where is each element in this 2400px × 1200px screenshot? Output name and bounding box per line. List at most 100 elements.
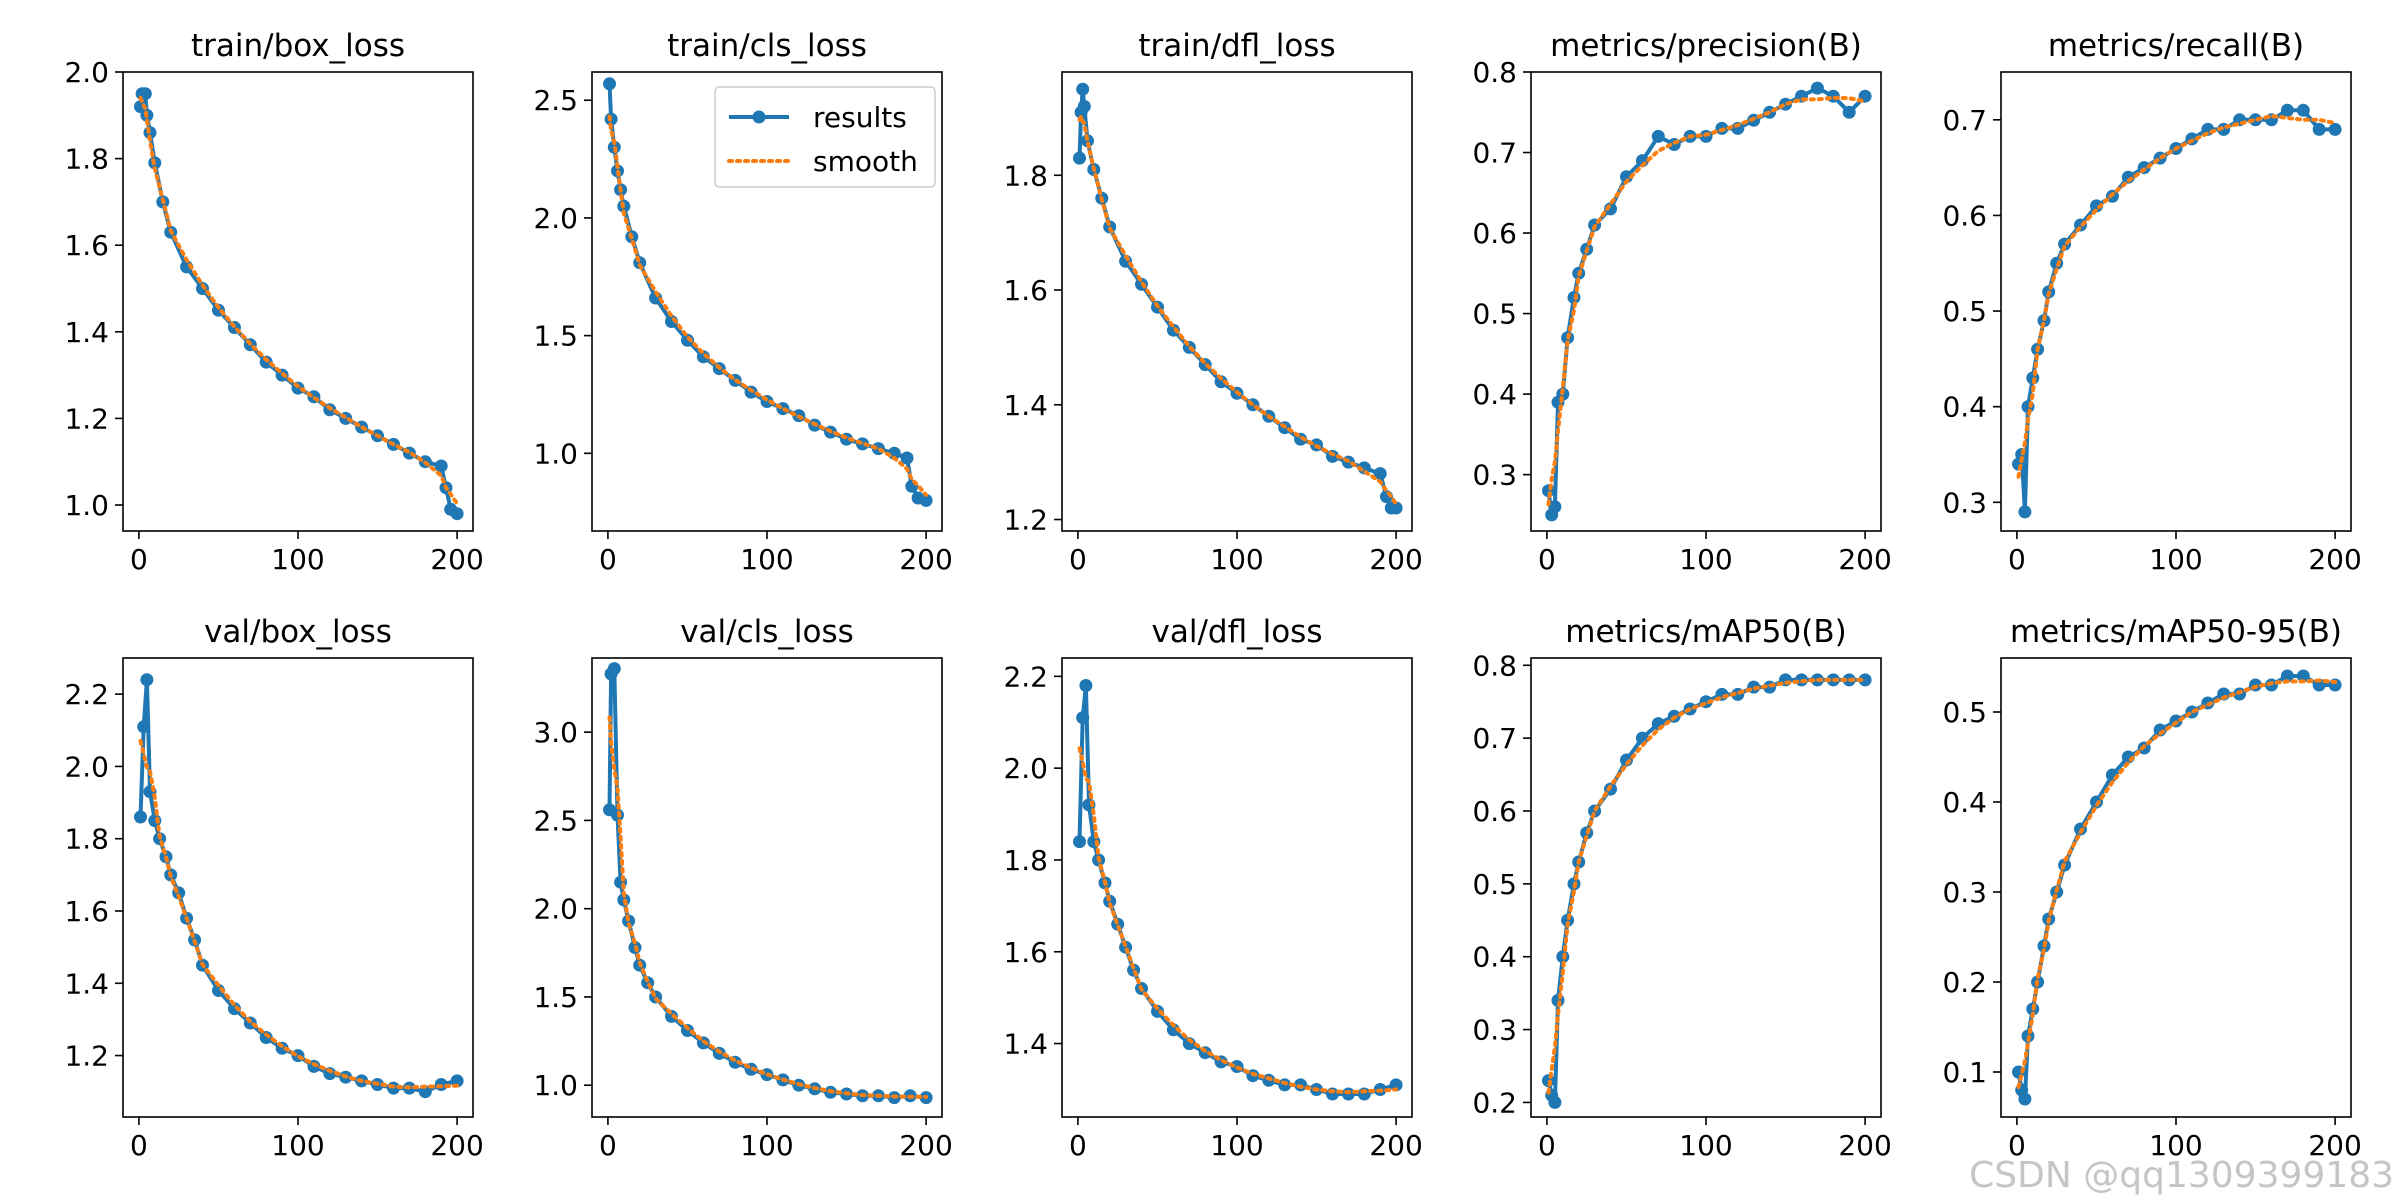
y-tick-label: 0.5 (1472, 298, 1517, 331)
x-tick-label: 200 (1369, 543, 1422, 576)
legend: results smooth (714, 86, 936, 188)
results-point (607, 662, 621, 676)
results-point (2296, 103, 2310, 117)
plot-area (1073, 82, 1403, 515)
y-tick-label: 1.0 (64, 489, 109, 522)
subplot-title: train/cls_loss (667, 28, 867, 64)
results-point (2018, 1092, 2032, 1106)
x-tick-label: 200 (2308, 543, 2361, 576)
plot-area (1073, 679, 1403, 1101)
x-tick-label: 200 (430, 543, 483, 576)
y-tick-label: 0.3 (1942, 876, 1987, 909)
results-point (1842, 105, 1856, 119)
y-tick-label: 2.5 (533, 84, 578, 117)
x-tick-label: 100 (271, 543, 324, 576)
smooth-line (607, 715, 929, 1099)
plot-area (1542, 673, 1872, 1109)
y-tick-label: 1.8 (1003, 844, 1048, 877)
y-tick-label: 2.5 (533, 804, 578, 837)
plot-area (603, 77, 933, 507)
results-point (434, 459, 448, 473)
x-tick-label: 200 (899, 543, 952, 576)
x-tick-label: 100 (2149, 1129, 2202, 1162)
y-tick-label: 0.5 (1942, 295, 1987, 328)
y-tick-label: 0.3 (1472, 1014, 1517, 1047)
results-point (140, 673, 154, 687)
x-tick-label: 200 (1369, 1129, 1422, 1162)
subplot-title: train/box_loss (191, 28, 405, 64)
results-point (2328, 122, 2342, 136)
results-point (1810, 81, 1824, 95)
subplot-title: metrics/precision(B) (1550, 28, 1862, 64)
y-tick-label: 0.3 (1942, 486, 1987, 519)
x-tick-label: 100 (740, 543, 793, 576)
x-tick-label: 0 (599, 543, 617, 576)
results-point (2249, 113, 2262, 127)
y-tick-label: 0.4 (1942, 786, 1987, 819)
y-tick-label: 2.0 (1003, 752, 1048, 785)
x-tick-label: 200 (1838, 543, 1891, 576)
results-point (1076, 82, 1090, 96)
x-tick-label: 200 (899, 1129, 952, 1162)
y-tick-label: 0.4 (1472, 378, 1517, 411)
results-point (307, 1059, 321, 1073)
y-tick-label: 0.7 (1942, 104, 1987, 137)
y-tick-label: 0.2 (1942, 966, 1987, 999)
y-tick-label: 0.6 (1472, 795, 1517, 828)
x-tick-label: 0 (130, 1129, 148, 1162)
y-tick-label: 1.0 (533, 437, 578, 470)
y-tick-label: 1.2 (64, 1040, 109, 1073)
subplot-title: metrics/mAP50(B) (1565, 614, 1846, 650)
subplot: metrics/mAP50-95(B) 0 100 200 0.1 0.2 0.3 0.4 0.… (1942, 614, 2361, 1162)
results-point (1620, 170, 1633, 184)
y-tick-label: 1.2 (64, 402, 109, 435)
subplot-title: val/dfl_loss (1152, 614, 1323, 650)
results-point (1081, 134, 1094, 148)
y-tick-label: 1.5 (533, 981, 578, 1014)
subplot: metrics/recall(B) 0 100 200 0.3 0.4 0.5 0.6 0.7 (1942, 28, 2361, 576)
y-tick-label: 0.1 (1942, 1056, 1987, 1089)
plot-area (134, 673, 464, 1099)
results-point (1389, 501, 1403, 515)
subplot: val/dfl_loss 0 100 200 1.4 1.6 1.8 2.0 2.2 (1003, 614, 1422, 1162)
y-tick-label: 0.4 (1472, 941, 1517, 974)
subplot: train/box_loss 0 100 200 1.0 1.2 1.4 1.6 1.8 2.0 (64, 28, 483, 576)
smooth-line (2016, 113, 2338, 479)
subplot: metrics/mAP50(B) 0 100 200 0.2 0.3 0.4 0.5 0.6 0.… (1472, 614, 1891, 1162)
subplot: val/cls_loss 0 100 200 1.0 1.5 2.0 2.5 3.0 (533, 614, 952, 1162)
y-tick-label: 1.8 (64, 823, 109, 856)
results-point (1858, 673, 1872, 687)
results-point (2090, 795, 2103, 809)
results-point (1214, 375, 1228, 389)
x-tick-label: 100 (1210, 543, 1263, 576)
y-tick-label: 1.6 (64, 229, 109, 262)
results-point (134, 810, 147, 824)
y-tick-label: 0.5 (1942, 696, 1987, 729)
y-tick-label: 1.0 (533, 1069, 578, 1102)
results-point (2280, 103, 2294, 117)
legend-results-label: results (813, 101, 907, 134)
x-tick-label: 100 (1679, 1129, 1732, 1162)
x-tick-label: 0 (1538, 1129, 1556, 1162)
smooth-line (2016, 678, 2338, 1089)
y-tick-label: 2.0 (64, 56, 109, 89)
results-point (2312, 122, 2326, 136)
plot-area (1542, 81, 1872, 522)
subplot-title: metrics/recall(B) (2048, 28, 2304, 64)
legend-smooth-label: smooth (813, 145, 918, 178)
results-point (137, 720, 151, 734)
results-point (450, 507, 464, 521)
plot-area (2012, 103, 2342, 519)
y-tick-label: 1.5 (533, 320, 578, 353)
x-tick-label: 100 (1210, 1129, 1263, 1162)
y-tick-label: 0.3 (1472, 459, 1517, 492)
x-tick-label: 0 (130, 543, 148, 576)
results-point (1076, 711, 1090, 725)
smooth-line (607, 114, 929, 497)
y-tick-label: 1.4 (64, 967, 109, 1000)
results-point (919, 493, 933, 507)
y-tick-label: 2.0 (533, 202, 578, 235)
y-tick-label: 0.8 (1472, 649, 1517, 682)
results-point (1373, 467, 1387, 481)
